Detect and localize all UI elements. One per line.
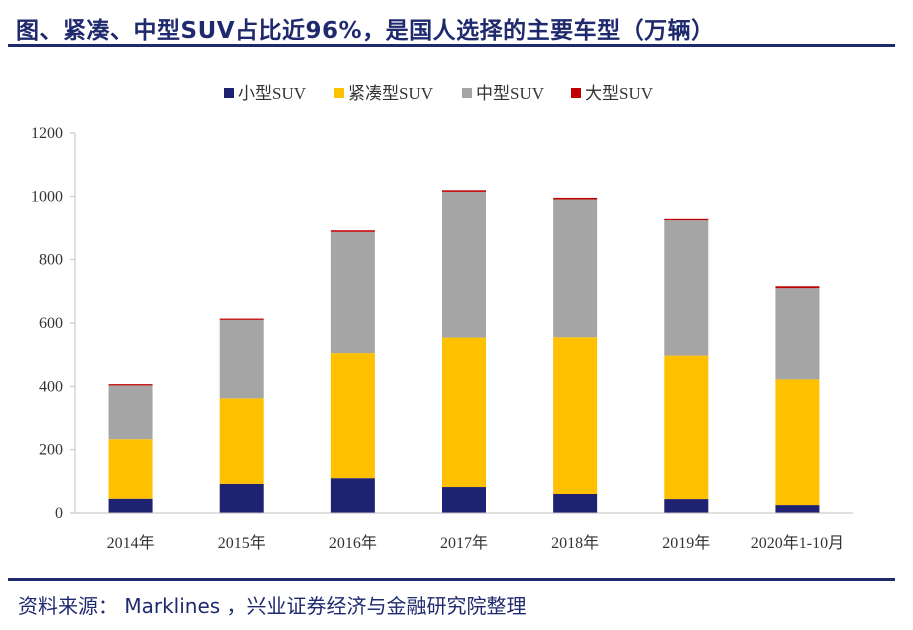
bar-segment <box>219 318 264 320</box>
chart-title: 图、紧凑、中型SUV占比近96%，是国人选择的主要车型（万辆） <box>16 18 715 44</box>
bar-segment <box>775 379 820 506</box>
bar-segment <box>219 319 264 399</box>
source-note: 资料来源： Marklines ，兴业证券经济与金融研究院整理 <box>18 594 527 618</box>
bar-segment <box>553 337 598 494</box>
legend-swatch <box>571 88 581 98</box>
legend-label: 紧凑型SUV <box>348 84 434 103</box>
bar-segment <box>219 398 264 484</box>
legend-label: 大型SUV <box>585 84 654 103</box>
bar-segment <box>330 353 375 479</box>
title-divider <box>8 44 895 47</box>
x-tick-label: 2017年 <box>440 534 488 552</box>
bars <box>108 190 820 513</box>
bar-segment <box>330 478 375 513</box>
bar-segment <box>442 487 486 513</box>
y-tick-label: 200 <box>39 442 63 459</box>
bar-segment <box>108 384 153 386</box>
bar-segment <box>553 494 598 513</box>
footer-divider <box>8 578 895 581</box>
legend-swatch <box>334 88 344 98</box>
legend-swatch <box>224 88 234 98</box>
x-tick-label: 2016年 <box>329 534 377 552</box>
bar-segment <box>553 199 598 338</box>
y-tick-label: 0 <box>55 505 63 522</box>
bar-segment <box>775 286 820 289</box>
bar-segment <box>775 288 820 380</box>
bar-segment <box>108 498 153 513</box>
bar-segment <box>330 230 375 232</box>
bar-segment <box>442 190 486 192</box>
bar-segment <box>108 385 153 440</box>
y-tick-label: 400 <box>39 378 63 395</box>
bar-segment <box>442 337 486 488</box>
x-axis: 2014年 2015年 2016年 2017年 2018年 2019年 2020年1-10月 <box>75 512 853 552</box>
x-tick-label: 2015年 <box>218 534 266 552</box>
x-tick-label: 2018年 <box>551 534 599 552</box>
bar-segment <box>553 197 598 200</box>
x-tick-label: 2014年 <box>107 534 155 552</box>
legend-label: 小型SUV <box>238 84 307 103</box>
y-tick-label: 600 <box>39 315 63 332</box>
stacked-bar-chart: 小型SUV 紧凑型SUV 中型SUV 大型SUV 0 200 400 600 800 1000 1… <box>31 84 853 552</box>
bar-segment <box>775 505 820 513</box>
bar-segment <box>664 355 709 500</box>
bar-segment <box>219 483 264 513</box>
y-axis: 0 200 400 600 800 1000 1200 <box>31 125 76 522</box>
x-tick-label: 2019年 <box>662 534 710 552</box>
bar-segment <box>442 191 486 338</box>
legend-swatch <box>462 88 472 98</box>
y-tick-label: 1000 <box>31 188 63 205</box>
bar-segment <box>664 218 709 221</box>
y-tick-label: 800 <box>39 252 63 269</box>
bar-segment <box>108 439 153 499</box>
x-tick-label: 2020年1-10月 <box>751 534 844 552</box>
bar-segment <box>330 231 375 354</box>
bar-segment <box>664 499 709 513</box>
y-tick-label: 1200 <box>31 125 63 142</box>
legend-label: 中型SUV <box>476 84 545 103</box>
bar-segment <box>664 220 709 356</box>
legend: 小型SUV 紧凑型SUV 中型SUV 大型SUV <box>224 84 654 103</box>
